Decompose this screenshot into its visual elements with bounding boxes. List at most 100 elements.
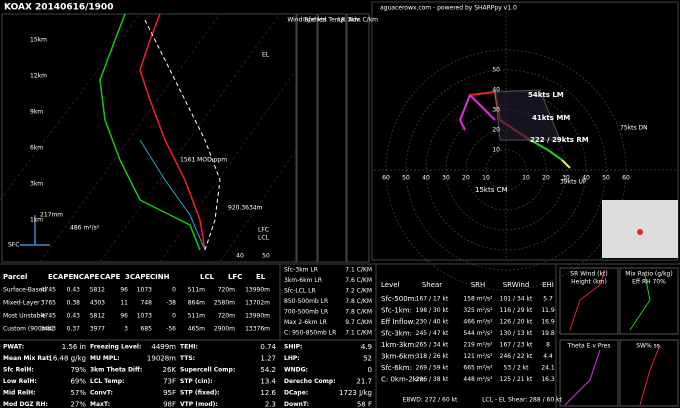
index-value: 26K [163,366,177,374]
table-cell: 3km-6km: [381,353,417,361]
table-cell: 13990m [245,313,270,320]
index-value: 12.6 [260,389,276,397]
panel-title: SW% ss. [636,343,662,350]
index-value: 4.9 [361,343,372,351]
table-cell: 511m [188,313,205,320]
index-label: TEHI: [180,344,198,351]
table-cell: 1km-3km: [381,341,417,349]
table-cell: 96 [120,287,128,294]
lr-label: 700-500mb LR [284,309,328,316]
index-value: 27% [70,401,86,408]
table-cell: 245 / 47 kt [416,330,449,337]
index-label: LCL Temp: [90,378,124,385]
hodo-trace [458,89,571,169]
index-label: ConvT: [90,390,113,397]
table-cell: 466 m²/s² [463,319,493,326]
index-label: DCape: [284,390,308,397]
table-cell: Sfc-1km: [381,307,412,315]
table-cell: 4.4 [543,353,553,360]
table-cell: Custom (900mb) [3,326,54,333]
table-cell: 13702m [245,300,270,307]
ring-label: 10 [482,175,490,182]
index-value: 54.2 [260,366,276,374]
panel-title: Height (km) [571,279,607,286]
table-header: ECAPE [48,273,73,281]
lr-value: 7.2 C/KM [345,288,372,295]
height-label: 9km [30,109,43,116]
table-header: SRWind [503,281,530,289]
ring-label: 60 [622,175,630,182]
table-cell: -56 [166,326,176,333]
table-header: Shear [422,281,442,289]
table-header: 3CAPE [125,273,151,281]
table-cell: 1073 [137,287,152,294]
ring-label: 40 [422,175,430,182]
index-label: 3km Theta Diff: [90,367,142,374]
table-cell: Surface-Based [3,287,46,294]
table-cell: Eff Inflow: [381,318,415,326]
lr-value: 7.1 C/KM [345,330,372,337]
index-value: 0 [368,366,372,374]
table-cell: 16.3 [541,376,555,383]
table-cell: 230 / 40 kt [416,319,449,326]
table-cell: 2580m [214,300,235,307]
table-cell: 864m [188,300,205,307]
table-cell: 4303 [90,300,105,307]
table-cell: 0.43 [67,313,81,320]
panel-title: Eff RH 70% [632,279,666,286]
hodo-title: aguacerowx.com - powered by SHARPpy v1.0 [380,5,517,12]
table-header: LFC [228,273,242,281]
table-cell: 4745 [41,313,56,320]
annotation: SFC [8,242,19,249]
hodo-marker: 54kts LM [528,91,564,99]
table-cell: 265 / 34 kt [416,342,449,349]
table-cell: 3977 [90,326,105,333]
table-cell: 11 [120,300,128,307]
table-cell: 24.1 [541,365,555,372]
ring-label: 50 [602,175,610,182]
footer: LCL - EL Shear: 288 / 60 kt [482,397,562,404]
table-cell: 5.7 [543,296,553,303]
index-value: 0.74 [260,343,276,351]
index-value: 73F [163,378,176,386]
table-cell: Sfc-6km: [381,364,412,372]
annotation: 486 m²/s² [70,225,100,232]
table-cell: 167 / 17 kt [416,296,449,303]
lr-label: 3km-6km LR [284,277,322,284]
index-label: Low RelH: [3,378,37,385]
height-label: 15km [30,37,47,44]
annotation: 920.3634m [228,205,263,212]
index-label: TTS: [180,355,195,362]
index-value: 57% [70,389,86,397]
ring-label: 50 [492,67,500,74]
table-cell: 125 / 21 kt [500,376,533,383]
skewt-profiles [20,13,221,251]
lr-value: 7.8 C/KM [345,298,372,305]
ring-label: 40 [492,87,500,94]
table-cell: 101 / 34 kt [500,296,533,303]
x-label: 40 [236,253,244,260]
level-label: EL [262,52,270,59]
table-cell: 269 / 59 kt [416,365,449,372]
table-header: CINH [150,273,170,281]
ring-label: 50 [402,175,410,182]
index-value: 52 [363,355,372,363]
height-label: 1km [30,217,43,224]
table-cell: 720m [218,287,235,294]
index-label: VTP (mod): [180,401,218,408]
lr-value: 7.1 C/KM [345,267,372,274]
table-cell: 544 m²/s² [463,330,493,337]
index-label: MU MPL: [90,355,120,362]
table-cell: 448 m²/s² [463,376,493,383]
table-cell: 3 [124,326,128,333]
index-label: Derecho Comp: [284,378,336,385]
index-value: 98F [163,401,176,408]
ring-label: 30 [492,107,500,114]
ring-label: 10 [522,175,530,182]
table-cell: 0.37 [67,326,81,333]
ring-label: 60 [382,175,390,182]
index-label: WNDG: [284,367,308,374]
table-cell: 167 / 23 kt [500,342,533,349]
index-value: 2.3 [265,401,276,408]
